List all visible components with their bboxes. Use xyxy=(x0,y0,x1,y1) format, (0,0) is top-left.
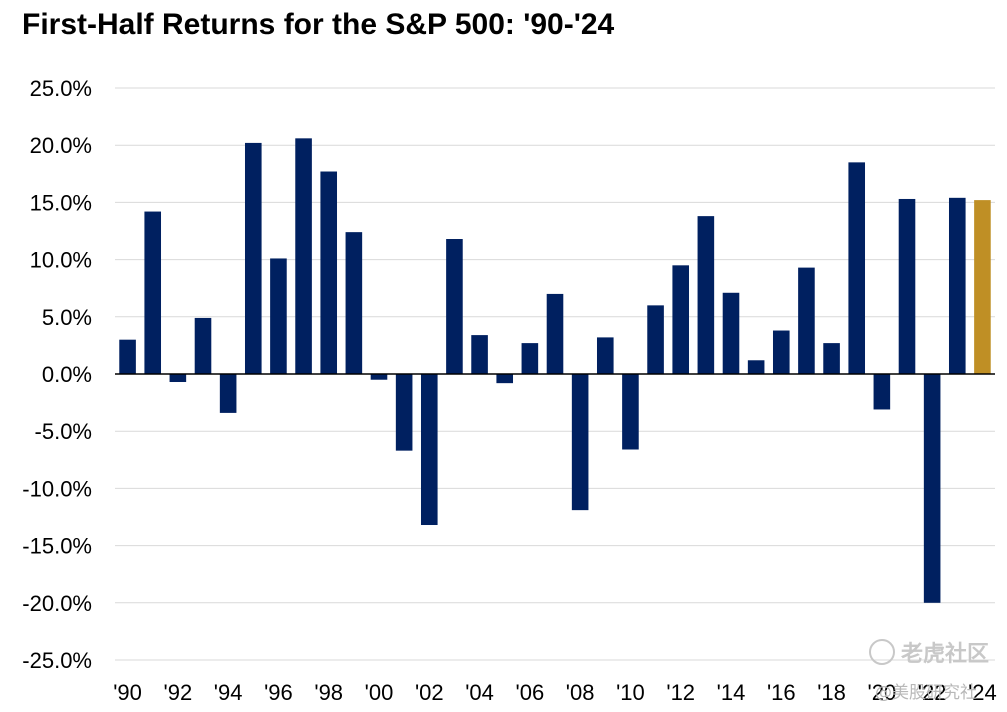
bars xyxy=(119,138,991,603)
bar-19 xyxy=(848,162,866,374)
bar-02 xyxy=(420,374,438,526)
bar-01 xyxy=(395,374,413,451)
grid-lines xyxy=(115,87,995,661)
watermark-logo: 老虎社区 xyxy=(868,636,989,668)
bar-09 xyxy=(596,337,614,374)
y-tick-label: -10.0% xyxy=(22,476,92,501)
bar-97 xyxy=(295,138,312,374)
x-tick-label: '20 xyxy=(868,680,897,705)
bar-11 xyxy=(647,305,664,374)
bar-98 xyxy=(320,171,338,374)
y-tick-label: 20.0% xyxy=(30,133,92,158)
bar-18 xyxy=(823,343,840,374)
y-tick-label: 5.0% xyxy=(42,305,92,330)
bar-91 xyxy=(144,211,162,374)
tiger-logo-icon xyxy=(868,639,895,665)
bar-15 xyxy=(747,360,765,374)
x-tick-label: '24 xyxy=(968,680,997,705)
y-tick-label: 0.0% xyxy=(42,362,92,387)
bar-05 xyxy=(496,374,514,384)
bar-06 xyxy=(521,343,539,374)
x-tick-label: '94 xyxy=(214,680,243,705)
y-tick-label: 25.0% xyxy=(30,76,92,101)
y-tick-label: 10.0% xyxy=(30,248,92,273)
x-tick-label: '12 xyxy=(666,680,695,705)
bar-93 xyxy=(194,317,212,374)
x-tick-label: '22 xyxy=(918,680,947,705)
bar-95 xyxy=(244,142,262,374)
x-tick-label: '16 xyxy=(767,680,796,705)
y-tick-label: -25.0% xyxy=(22,648,92,673)
bar-13 xyxy=(697,216,715,374)
x-tick-label: '10 xyxy=(616,680,645,705)
y-tick-label: -15.0% xyxy=(22,534,92,559)
bar-23 xyxy=(948,197,966,374)
bar-17 xyxy=(798,267,815,374)
bar-94 xyxy=(219,374,237,413)
bar-22 xyxy=(923,374,941,603)
x-tick-label: '04 xyxy=(465,680,494,705)
x-tick-label: '18 xyxy=(817,680,846,705)
bar-20 xyxy=(873,374,891,410)
bar-03 xyxy=(446,239,463,374)
x-tick-label: '14 xyxy=(717,680,746,705)
x-tick-label: '98 xyxy=(314,680,343,705)
x-tick-label: '96 xyxy=(264,680,293,705)
bar-08 xyxy=(571,374,589,511)
bar-04 xyxy=(471,335,488,374)
x-tick-label: '02 xyxy=(415,680,444,705)
bar-99 xyxy=(345,232,363,374)
bar-90 xyxy=(119,339,136,374)
x-tick-label: '92 xyxy=(164,680,193,705)
bar-96 xyxy=(270,258,287,374)
x-tick-label: '06 xyxy=(516,680,545,705)
x-axis-ticks: '90 '92 '94 '96 '98 '00 '02 '04 '06 '08 '10 '12 '14 '… xyxy=(113,680,997,705)
y-tick-label: -20.0% xyxy=(22,591,92,616)
bar-14 xyxy=(722,292,740,374)
bar-24 xyxy=(974,200,991,374)
chart-title: First-Half Returns for the S&P 500: '90-… xyxy=(22,8,615,41)
bar-12 xyxy=(672,265,690,374)
y-tick-label: 15.0% xyxy=(30,190,92,215)
bar-92 xyxy=(169,374,187,383)
bar-07 xyxy=(546,293,564,374)
y-tick-label: -5.0% xyxy=(35,419,92,444)
bar-21 xyxy=(898,198,916,374)
watermark-author: @美股研究社 xyxy=(875,683,977,703)
bar-10 xyxy=(622,374,639,450)
x-tick-label: '90 xyxy=(113,680,142,705)
x-tick-label: '08 xyxy=(566,680,595,705)
x-tick-label: '00 xyxy=(365,680,394,705)
bar-00 xyxy=(370,374,388,380)
bar-16 xyxy=(772,330,790,374)
watermark-top-text: 老虎社区 xyxy=(900,642,989,667)
y-axis-ticks: 25.0% 20.0% 15.0% 10.0% 5.0% 0.0% -5.0% -10.0% -… xyxy=(22,76,92,673)
